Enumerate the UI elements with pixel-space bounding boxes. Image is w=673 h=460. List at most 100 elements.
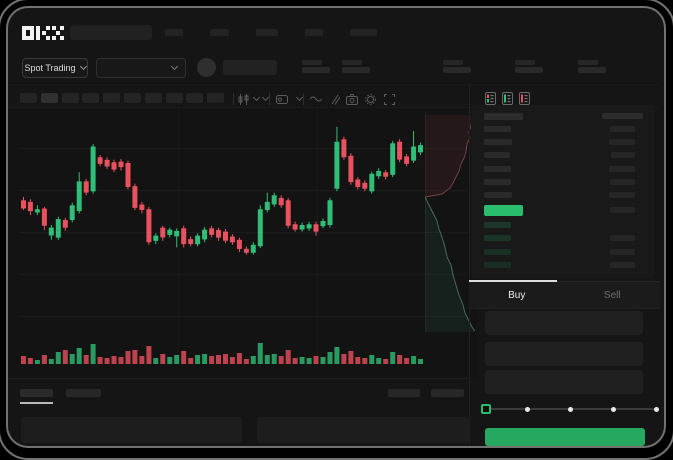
nav-item[interactable] (350, 29, 377, 36)
search-placeholder[interactable] (70, 25, 152, 40)
amount-input[interactable] (485, 342, 643, 366)
slider-stop[interactable] (525, 407, 531, 412)
ask-row-price[interactable] (484, 126, 511, 132)
okx-logo (22, 26, 64, 40)
bid-row-price[interactable] (484, 248, 511, 255)
fullscreen-icon[interactable] (382, 92, 396, 106)
camera-icon[interactable] (345, 92, 359, 106)
wave-icon[interactable] (309, 92, 323, 106)
stat-label-placeholder (342, 60, 362, 65)
stat-label-placeholder (578, 60, 598, 65)
buy-tab-indicator (469, 280, 557, 282)
gridline (20, 148, 467, 149)
book-bids-icon[interactable] (502, 92, 513, 105)
stat-value-placeholder (342, 67, 370, 73)
buy-submit-button[interactable] (485, 428, 645, 446)
timeframe-slot[interactable] (82, 93, 100, 103)
market-type-selector[interactable]: Spot Trading (22, 58, 88, 78)
slider-stop[interactable] (568, 407, 573, 412)
pair-selector[interactable] (96, 58, 186, 78)
book-both-icon[interactable] (485, 92, 496, 105)
timeframe-slot[interactable] (186, 93, 204, 103)
depth-chart (425, 114, 476, 332)
bid-row-price[interactable] (484, 222, 511, 228)
total-input[interactable] (485, 370, 643, 394)
volume-series (21, 343, 423, 364)
slider-stop[interactable] (610, 407, 616, 412)
ask-row-price[interactable] (484, 178, 511, 185)
chevron-down-icon (170, 62, 179, 71)
market-type-label: Spot Trading (24, 63, 76, 73)
sell-tab-label: Sell (603, 289, 621, 301)
stat-value-placeholder (515, 67, 543, 73)
candlestick-series (21, 126, 423, 255)
nav-item[interactable] (210, 29, 229, 36)
chevron-down-icon[interactable] (292, 92, 306, 106)
bid-row-price[interactable] (484, 261, 511, 268)
orderbook-header-amount (602, 113, 643, 119)
gridline (20, 190, 467, 191)
stat-value-placeholder (443, 67, 471, 73)
timeframe-slot[interactable] (20, 93, 37, 103)
orderbook-header-price (484, 113, 523, 120)
ask-row-amount (610, 178, 635, 185)
bottom-action-1[interactable] (388, 389, 420, 397)
ask-row-amount (609, 139, 635, 146)
stat-label-placeholder (443, 60, 463, 65)
ask-row-price[interactable] (484, 192, 512, 198)
timeframe-slot[interactable] (144, 93, 162, 103)
book-asks-icon[interactable] (519, 92, 530, 105)
slider-stop[interactable] (653, 407, 659, 412)
timeframe-slot[interactable] (165, 93, 183, 103)
ask-row-price[interactable] (484, 152, 510, 159)
compare-icon[interactable] (327, 92, 341, 106)
slider-handle[interactable] (481, 404, 491, 414)
last-price-highlight[interactable] (484, 205, 523, 216)
positions-table-placeholder (257, 417, 470, 443)
last-price-amount (610, 207, 635, 213)
gridline (20, 274, 467, 275)
bottom-action-2[interactable] (431, 389, 464, 397)
candle-style-icon[interactable] (236, 92, 250, 106)
history-tab[interactable] (66, 389, 101, 397)
chevron-down-icon (79, 62, 87, 71)
stat-label-placeholder (302, 60, 322, 65)
stat-value-placeholder (302, 67, 330, 73)
ask-row-amount (609, 165, 635, 172)
timeframe-slot[interactable] (207, 93, 225, 103)
nav-item[interactable] (256, 29, 278, 36)
bid-row-price[interactable] (484, 235, 511, 242)
bid-row-amount (610, 248, 635, 255)
ask-row-amount (609, 192, 635, 198)
settings-gear-icon[interactable] (363, 92, 377, 106)
gridline (20, 316, 467, 317)
bid-row-amount (610, 235, 635, 242)
trade-tabs: Buy Sell (469, 281, 660, 309)
orderbook-view-toggles (485, 92, 530, 105)
timeframe-slot[interactable] (40, 93, 58, 103)
chevron-down-icon[interactable] (258, 92, 272, 106)
nav-item[interactable] (305, 29, 323, 36)
nav-item[interactable] (165, 29, 183, 36)
active-tab-underline (20, 402, 53, 404)
tab-sell[interactable]: Sell (565, 282, 661, 308)
ask-row-price[interactable] (484, 139, 512, 146)
indicator-icon[interactable] (275, 92, 289, 106)
price-input[interactable] (485, 311, 643, 335)
tab-buy[interactable]: Buy (469, 282, 565, 308)
orders-table-placeholder (21, 417, 242, 443)
pair-name-placeholder (223, 60, 277, 75)
ask-row-price[interactable] (484, 165, 511, 172)
stat-value-placeholder (578, 67, 606, 73)
orders-tab[interactable] (20, 389, 53, 397)
stat-label-placeholder (515, 60, 535, 65)
bid-row-amount (610, 261, 635, 268)
app-window: Spot Trading (6, 6, 666, 448)
ask-row-amount (610, 126, 635, 132)
timeframe-slot[interactable] (124, 93, 141, 103)
gridline (20, 232, 467, 233)
pair-avatar[interactable] (197, 58, 216, 77)
timeframe-slot[interactable] (103, 93, 121, 103)
timeframe-slot[interactable] (61, 93, 79, 103)
buy-tab-label: Buy (508, 289, 526, 301)
